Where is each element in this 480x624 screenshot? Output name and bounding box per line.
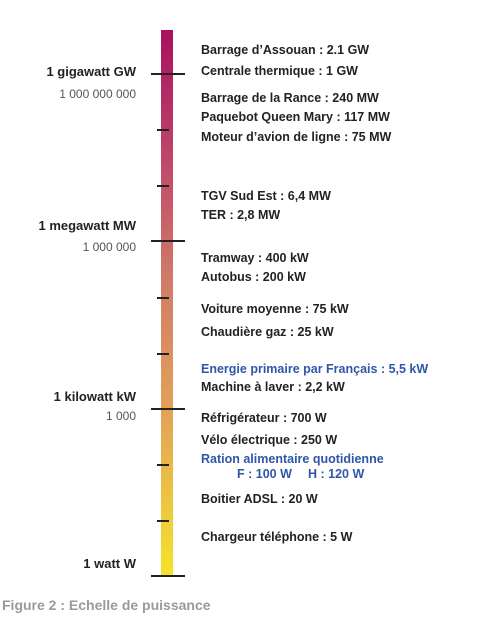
item-label: Chargeur téléphone : 5 W	[201, 530, 353, 544]
unit-kilowatt-value: 1 000	[105, 409, 136, 423]
item-label: Barrage d’Assouan : 2.1 GW	[201, 43, 370, 57]
item-label: Autobus : 200 kW	[201, 270, 306, 284]
gradient-scale-bar	[161, 30, 173, 576]
item-label: Voiture moyenne : 75 kW	[201, 302, 349, 316]
tick-minor	[157, 185, 169, 187]
unit-gigawatt-value: 1 000 000 000	[59, 87, 136, 101]
tick-minor	[157, 520, 169, 522]
tick-megawatt	[151, 240, 185, 242]
unit-watt: 1 watt W	[83, 556, 136, 571]
tick-minor	[157, 297, 169, 299]
item-label: TER : 2,8 MW	[201, 208, 281, 222]
tick-minor	[157, 464, 169, 466]
ration-male: H : 120 W	[308, 467, 365, 481]
item-label: Barrage de la Rance : 240 MW	[201, 91, 379, 105]
item-label: Réfrigérateur : 700 W	[201, 411, 327, 425]
tick-kilowatt	[151, 408, 185, 410]
item-label: Machine à laver : 2,2 kW	[201, 380, 345, 394]
ration-female: F : 100 W	[237, 467, 292, 481]
unit-megawatt: 1 megawatt MW	[38, 218, 136, 233]
item-label-highlight: Energie primaire par Français : 5,5 kW	[201, 362, 429, 376]
tick-gigawatt	[151, 73, 185, 75]
unit-gigawatt: 1 gigawatt GW	[46, 64, 136, 79]
tick-minor	[157, 353, 169, 355]
item-label: Moteur d’avion de ligne : 75 MW	[201, 130, 392, 144]
item-label: Boitier ADSL : 20 W	[201, 492, 318, 506]
item-label: TGV Sud Est : 6,4 MW	[201, 189, 331, 203]
item-label: Centrale thermique : 1 GW	[201, 64, 358, 78]
item-label: Paquebot Queen Mary : 117 MW	[201, 110, 390, 124]
tick-minor	[157, 129, 169, 131]
unit-kilowatt: 1 kilowatt kW	[53, 389, 136, 404]
item-label: Tramway : 400 kW	[201, 251, 309, 265]
tick-watt	[151, 575, 185, 577]
unit-megawatt-value: 1 000 000	[82, 240, 136, 254]
figure-caption: Figure 2 : Echelle de puissance	[2, 597, 211, 613]
item-label-highlight: Ration alimentaire quotidienne	[201, 452, 384, 466]
item-label: Vélo électrique : 250 W	[201, 433, 338, 447]
item-label: Chaudière gaz : 25 kW	[201, 325, 334, 339]
